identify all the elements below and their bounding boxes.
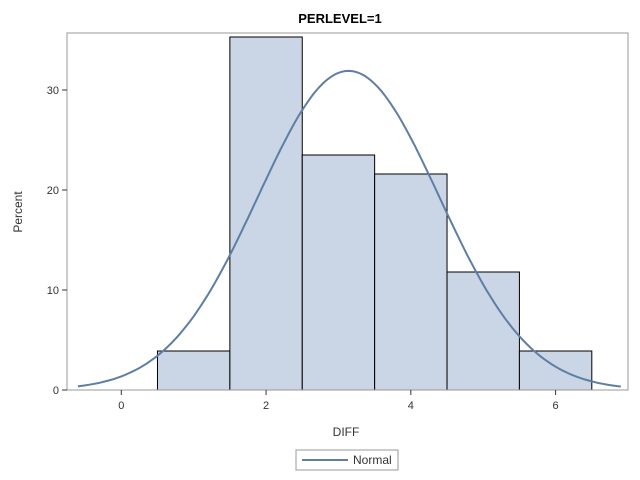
- histogram-bar-6: [518, 350, 593, 391]
- y-tick-label: 30: [47, 85, 59, 97]
- x-tick-label: 6: [553, 400, 559, 412]
- normal-curve: [77, 69, 621, 388]
- x-axis-label: DIFF: [333, 425, 360, 439]
- histogram-bar-5: [446, 271, 520, 391]
- y-axis-label: Percent: [11, 191, 25, 233]
- y-tick-label: 0: [53, 385, 59, 397]
- x-tick-label: 4: [408, 400, 414, 412]
- histogram-bar-4: [374, 173, 448, 391]
- y-axis: 0 10 20 30: [47, 85, 67, 397]
- y-tick-label: 10: [47, 285, 59, 297]
- legend-normal-label: Normal: [353, 453, 392, 467]
- bars-group: [156, 36, 593, 391]
- histogram-bar-1: [156, 350, 231, 391]
- x-tick-label: 2: [263, 400, 269, 412]
- x-axis: 0 2 4 6: [118, 390, 559, 412]
- x-tick-label: 0: [118, 400, 124, 412]
- chart-title: PERLEVEL=1: [298, 11, 381, 26]
- legend-box: [295, 449, 399, 471]
- plot-frame: [66, 32, 629, 391]
- histogram-bar-2: [229, 36, 303, 391]
- y-tick-label: 20: [47, 185, 59, 197]
- legend: Normal: [295, 449, 399, 471]
- histogram-bar-3: [301, 154, 376, 391]
